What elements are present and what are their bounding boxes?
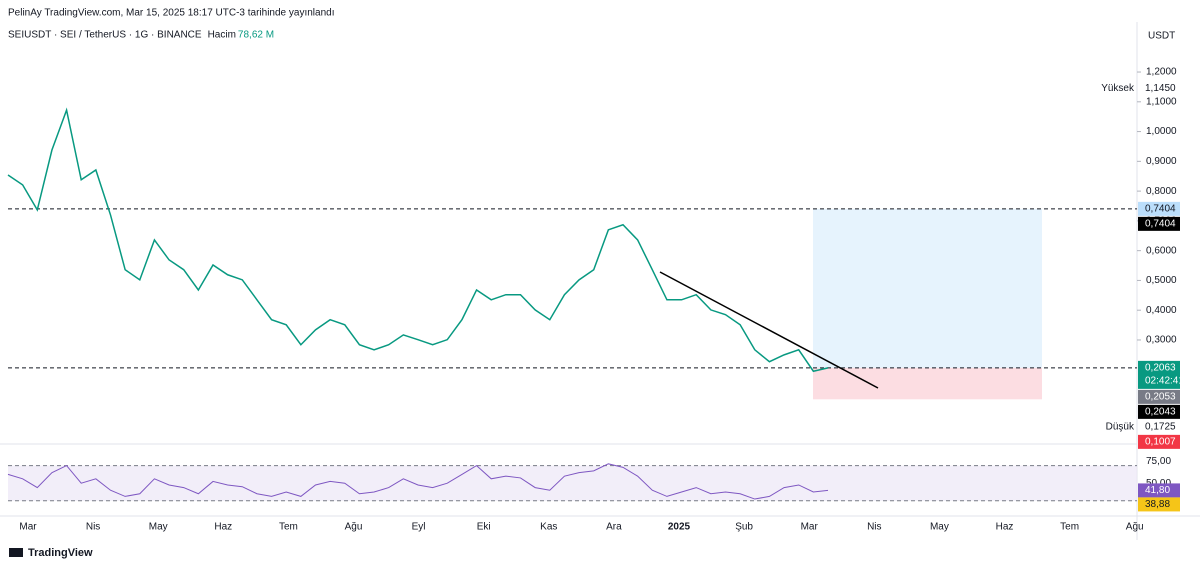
x-tick-label: Nis xyxy=(867,522,881,533)
price-note: Yüksek xyxy=(1101,83,1135,94)
x-tick-label: Haz xyxy=(996,522,1014,533)
price-label: 0,7404 xyxy=(1145,203,1176,214)
rsi-band xyxy=(8,465,1137,501)
currency: USDT xyxy=(1148,31,1175,42)
price-label-box xyxy=(1138,201,1180,216)
x-tick-label: Mar xyxy=(801,522,819,533)
x-tick-label: Kas xyxy=(540,522,557,533)
y-tick-label: 1,0000 xyxy=(1146,126,1177,137)
y-tick-label: 0,5000 xyxy=(1146,275,1177,286)
price-label: 0,2043 xyxy=(1145,407,1176,418)
stop-zone xyxy=(813,367,1042,400)
price-label: 0,1725 xyxy=(1145,422,1176,433)
footer: TradingView xyxy=(28,547,93,559)
symbol: SEIUSDT · SEI / TetherUS · 1G · BINANCE xyxy=(8,30,202,41)
price-label: 1,1450 xyxy=(1145,83,1176,94)
rsi-label: 38,88 xyxy=(1145,499,1170,510)
logo xyxy=(9,548,23,557)
price-label-box xyxy=(1138,389,1180,404)
x-tick-label: Ağu xyxy=(345,522,363,533)
y-tick-label: 0,3000 xyxy=(1146,335,1177,346)
x-tick-label: May xyxy=(930,522,949,533)
price-label-box xyxy=(1138,404,1180,419)
rsi-label-box xyxy=(1138,497,1180,512)
price-label: 0,7404 xyxy=(1145,218,1176,229)
price-label-box xyxy=(1138,434,1180,449)
price-label: 0,2053 xyxy=(1145,392,1176,403)
rsi-label: 41,80 xyxy=(1145,485,1170,496)
price-note: Düşük xyxy=(1106,422,1135,433)
x-tick-label: Nis xyxy=(86,522,100,533)
y-tick-label: 0,9000 xyxy=(1146,156,1177,167)
y-tick-label: 0,6000 xyxy=(1146,245,1177,256)
price-label-box xyxy=(1138,360,1180,389)
x-tick-label: Ara xyxy=(606,522,622,533)
x-tick-label: Ağu xyxy=(1126,522,1144,533)
price-label-box xyxy=(1138,81,1180,96)
volume-value: 78,62 M xyxy=(238,30,274,41)
price-label: 0,2063 xyxy=(1145,363,1176,374)
rsi-line xyxy=(7,463,829,500)
volume-label: Hacim xyxy=(208,30,236,41)
y-tick-label: 1,2000 xyxy=(1146,67,1177,78)
x-tick-label: Eki xyxy=(477,522,491,533)
y-tick-label: 0,4000 xyxy=(1146,305,1177,316)
header: PelinAy TradingView.com, Mar 15, 2025 18… xyxy=(8,8,334,19)
x-tick-label: Mar xyxy=(19,522,37,533)
x-tick-label: Şub xyxy=(735,522,753,533)
rsi-tick-label: 50,00 xyxy=(1146,478,1171,489)
countdown: 02:42:41 xyxy=(1145,376,1184,387)
x-tick-label: Eyl xyxy=(412,522,426,533)
price-label-box xyxy=(1138,216,1180,231)
x-tick-label: 2025 xyxy=(668,522,691,533)
rsi-tick-label: 75,00 xyxy=(1146,456,1171,467)
x-tick-label: Tem xyxy=(1060,522,1079,533)
x-tick-label: Haz xyxy=(214,522,232,533)
price-line xyxy=(7,107,829,373)
x-tick-label: May xyxy=(149,522,168,533)
rsi-label-box xyxy=(1138,483,1180,498)
trend-line xyxy=(659,271,879,389)
x-tick-label: Tem xyxy=(279,522,298,533)
y-tick-label: 1,1000 xyxy=(1146,96,1177,107)
y-tick-label: 0,8000 xyxy=(1146,186,1177,197)
price-label: 0,1007 xyxy=(1145,437,1176,448)
price-label-box xyxy=(1138,419,1180,434)
target-zone xyxy=(813,208,1042,368)
